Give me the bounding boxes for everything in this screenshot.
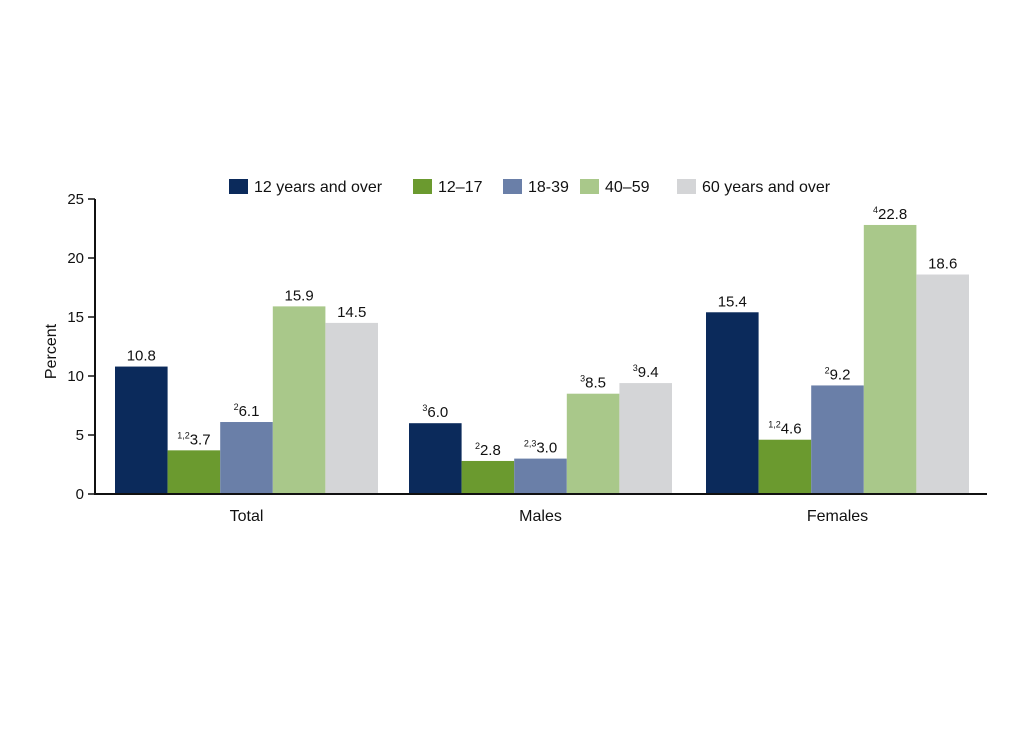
- y-axis: 0 5 10 15 20 25: [67, 191, 96, 503]
- data-label: 14.5: [337, 304, 366, 321]
- y-tick-label: 25: [67, 191, 84, 208]
- data-label: 1,24.6: [768, 420, 801, 438]
- data-label-superscript: 2: [234, 402, 239, 412]
- data-label-superscript: 3: [580, 374, 585, 384]
- data-label: 36.0: [422, 403, 448, 421]
- bar: [115, 366, 168, 494]
- x-axis: Total Males Females: [94, 493, 987, 525]
- data-label: 1,23.7: [177, 430, 210, 448]
- data-label-value: 2.8: [480, 442, 501, 459]
- data-label: 2,33.0: [524, 439, 557, 457]
- y-axis-title: Percent: [43, 323, 60, 379]
- data-label-superscript: 2: [825, 365, 830, 375]
- data-label-value: 4.6: [781, 421, 802, 438]
- x-tick-label: Females: [807, 508, 868, 525]
- legend-label: 18-39: [528, 179, 569, 196]
- legend-label: 40–59: [605, 179, 650, 196]
- data-label-value: 9.4: [638, 364, 659, 381]
- data-label: 38.5: [580, 374, 606, 392]
- data-label: 18.6: [928, 256, 957, 273]
- bar: [758, 439, 812, 494]
- bar: [566, 393, 620, 494]
- bar: [811, 385, 864, 494]
- data-label-superscript: 2: [475, 441, 480, 451]
- bar: [220, 422, 273, 494]
- data-label-value: 6.1: [239, 403, 260, 420]
- data-label-value: 8.5: [585, 375, 606, 392]
- bar: [167, 450, 221, 494]
- data-label: 26.1: [234, 402, 260, 420]
- data-label: 15.9: [284, 287, 313, 304]
- data-label: 39.4: [633, 363, 659, 381]
- bar: [706, 312, 759, 494]
- data-label-value: 3.7: [190, 431, 211, 448]
- data-label-superscript: 3: [633, 363, 638, 373]
- y-tick-label: 5: [76, 427, 84, 444]
- legend-label: 12–17: [438, 179, 483, 196]
- legend-swatch: [413, 179, 432, 194]
- y-tick-label: 0: [76, 486, 84, 503]
- value-labels: 10.81,23.726.115.914.536.022.8 2,33.038.5…: [127, 205, 958, 459]
- data-label: 10.8: [127, 348, 156, 365]
- data-label: 22.8: [475, 441, 501, 459]
- data-label-superscript: 1,2: [768, 420, 781, 430]
- legend-swatch: [677, 179, 696, 194]
- legend-swatch: [503, 179, 522, 194]
- data-label-superscript: 1,2: [177, 430, 190, 440]
- bar: [409, 423, 462, 494]
- bar: [619, 383, 672, 494]
- data-label-value: 3.0: [536, 440, 557, 457]
- legend-label: 12 years and over: [254, 179, 383, 196]
- bar: [325, 322, 378, 494]
- data-label: 29.2: [825, 365, 851, 383]
- bar: [461, 460, 515, 494]
- data-label: 15.4: [718, 293, 747, 310]
- y-tick-label: 20: [67, 250, 84, 267]
- data-label-superscript: 2,3: [524, 439, 537, 449]
- legend-swatch: [580, 179, 599, 194]
- legend-swatch: [229, 179, 248, 194]
- data-label: 422.8: [873, 205, 907, 223]
- bar: [916, 274, 969, 494]
- data-label-superscript: 4: [873, 205, 878, 215]
- bar: [514, 458, 567, 494]
- data-label-value: 6.0: [427, 404, 448, 421]
- x-tick-label: Total: [230, 508, 264, 525]
- bar: [272, 306, 326, 494]
- data-label-value: 22.8: [878, 206, 907, 223]
- bar: [863, 224, 917, 494]
- bars: [115, 224, 969, 494]
- y-tick-label: 15: [67, 309, 84, 326]
- legend-label: 60 years and over: [702, 179, 831, 196]
- y-tick-label: 10: [67, 368, 84, 385]
- data-label-value: 9.2: [830, 366, 851, 383]
- x-tick-label: Males: [519, 508, 562, 525]
- data-label-superscript: 3: [422, 403, 427, 413]
- legend: 12 years and over 12–17 18-39 40–59 60 years…: [229, 179, 831, 196]
